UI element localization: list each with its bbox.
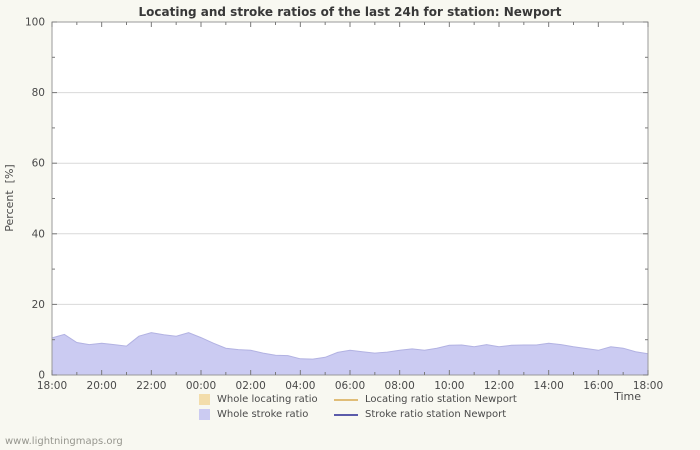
legend-line-swatch xyxy=(334,413,358,416)
svg-text:08:00: 08:00 xyxy=(385,380,415,392)
x-axis-label: Time xyxy=(614,390,641,403)
svg-text:60: 60 xyxy=(32,158,45,170)
svg-text:14:00: 14:00 xyxy=(534,380,564,392)
svg-text:04:00: 04:00 xyxy=(285,380,315,392)
svg-text:00:00: 00:00 xyxy=(186,380,216,392)
watermark: www.lightningmaps.org xyxy=(5,436,123,447)
legend-label: Whole locating ratio xyxy=(217,394,318,405)
svg-text:06:00: 06:00 xyxy=(335,380,365,392)
legend-label: Locating ratio station Newport xyxy=(365,394,517,405)
legend-label: Whole stroke ratio xyxy=(217,409,309,420)
svg-text:0: 0 xyxy=(38,370,45,382)
svg-text:10:00: 10:00 xyxy=(434,380,464,392)
legend-fill-swatch xyxy=(199,394,210,405)
svg-text:12:00: 12:00 xyxy=(484,380,514,392)
chart-title: Locating and stroke ratios of the last 2… xyxy=(138,5,562,19)
legend-item: Whole stroke ratio xyxy=(199,409,334,420)
svg-text:20: 20 xyxy=(32,299,45,311)
svg-text:100: 100 xyxy=(25,17,45,29)
legend-item: Whole locating ratio xyxy=(199,394,334,405)
svg-text:02:00: 02:00 xyxy=(236,380,266,392)
legend-item: Locating ratio station Newport xyxy=(334,394,517,405)
legend-item: Stroke ratio station Newport xyxy=(334,409,517,420)
svg-text:18:00: 18:00 xyxy=(633,380,663,392)
svg-text:16:00: 16:00 xyxy=(583,380,613,392)
legend-label: Stroke ratio station Newport xyxy=(365,409,507,420)
svg-text:18:00: 18:00 xyxy=(37,380,67,392)
svg-text:22:00: 22:00 xyxy=(136,380,166,392)
legend-fill-swatch xyxy=(199,409,210,420)
svg-text:20:00: 20:00 xyxy=(87,380,117,392)
svg-text:80: 80 xyxy=(32,87,45,99)
legend-line-swatch xyxy=(334,398,358,401)
svg-text:40: 40 xyxy=(32,228,45,240)
legend: Whole locating ratio Locating ratio stati… xyxy=(199,394,517,420)
